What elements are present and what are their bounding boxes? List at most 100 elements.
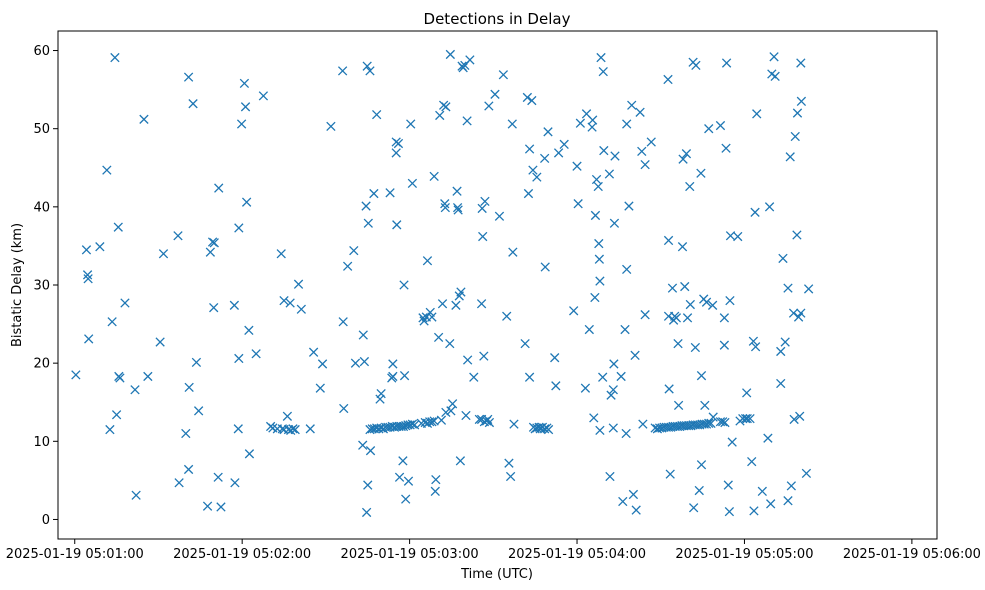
data-point [663,74,673,85]
data-point [559,139,569,149]
data-point [752,109,762,119]
data-point [727,437,737,447]
data-point [696,168,706,178]
data-point [498,70,509,80]
data-point [591,174,602,185]
data-point [391,148,401,158]
data-point [476,299,487,309]
data-point [361,507,372,518]
data-point [441,407,451,418]
data-point [326,121,336,132]
data-point [484,417,495,428]
data-point [704,124,714,134]
data-point [436,415,447,425]
data-point [462,116,472,126]
data-point [406,119,416,129]
y-tick-label: 50 [33,122,50,137]
data-point [398,456,408,466]
data-point [524,144,535,154]
data-point [158,249,169,259]
data-point [441,102,451,112]
data-point [606,390,616,400]
data-point [766,499,776,509]
data-point [757,486,767,496]
data-point [719,313,730,323]
data-point [229,300,240,310]
x-tick-label: 2025-01-19 05:01:00 [6,547,144,562]
data-point [628,489,639,500]
data-point [388,359,398,369]
data-point [342,261,353,271]
data-point [209,238,219,248]
data-point [673,400,684,411]
data-point [520,338,530,349]
data-point [742,413,752,424]
data-point [665,469,675,479]
data-point [484,101,494,111]
data-point [747,456,757,467]
data-point [532,172,542,182]
data-point [618,496,628,507]
data-point [363,480,373,490]
data-point [550,353,560,363]
data-point [479,351,489,361]
data-point [584,324,594,335]
data-point [671,313,682,323]
data-point [720,417,730,428]
data-point [427,312,437,322]
data-point [595,425,605,436]
data-point [445,338,455,349]
data-point [608,385,618,395]
data-point [296,304,306,314]
data-point [694,485,704,496]
data-markers [71,49,814,518]
data-point [788,308,799,318]
data-point [202,501,213,511]
data-point [173,231,183,241]
data-point [188,99,198,109]
data-point [796,96,807,106]
data-point [740,413,751,424]
data-point [214,183,224,193]
data-point [155,337,165,347]
data-point [429,171,439,182]
data-point [621,428,631,439]
data-point [258,91,269,101]
data-point [594,254,605,264]
data-point [474,414,485,425]
data-point [678,154,688,164]
data-point [236,119,247,129]
data-point [723,480,733,490]
data-point [244,449,255,459]
data-point [527,95,537,106]
data-point [721,143,731,153]
data-point [650,423,660,433]
data-point [282,411,293,421]
data-point [387,421,397,432]
data-point [776,378,786,389]
data-point [115,373,125,383]
data-point [609,359,619,369]
data-point [362,61,372,71]
data-point [183,464,194,475]
data-point [504,458,514,468]
data-point [668,421,678,432]
data-point [635,107,645,117]
data-point [748,336,759,346]
data-point [630,350,640,360]
data-point [478,231,488,242]
data-point [494,211,505,221]
data-point [113,222,123,232]
x-tick-label: 2025-01-19 05:02:00 [173,547,311,562]
data-point [631,505,641,515]
data-point [792,108,803,118]
data-point [456,287,466,297]
data-point [405,420,415,430]
data-point [677,242,688,252]
data-point [455,456,466,466]
data-point [725,295,735,306]
data-point [795,411,805,421]
data-point [796,308,806,318]
x-tick-label: 2025-01-19 05:04:00 [508,547,646,562]
data-point [418,313,428,323]
